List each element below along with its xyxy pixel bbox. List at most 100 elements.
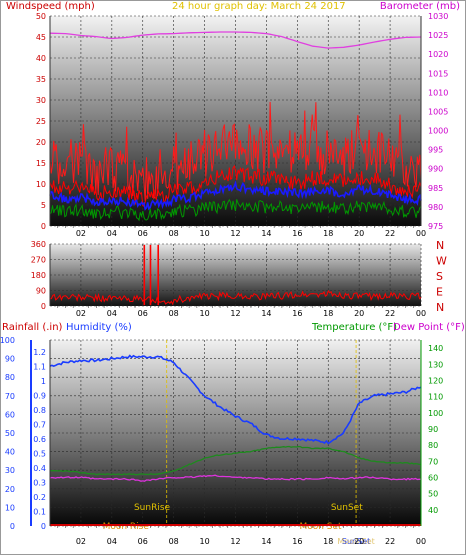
windspeed-line: [49, 164, 422, 207]
temperature-tick-label: 80: [428, 441, 438, 450]
temperature-tick-label: 110: [428, 393, 443, 402]
x-tick-label: 06: [138, 537, 148, 546]
temperature-axis-title: Temperature (°F): [311, 322, 397, 333]
humidity-tick-label: 50: [5, 429, 15, 438]
x-tick-label: 12: [230, 229, 240, 238]
graph-date-title: 24 hour graph day: March 24 2017: [172, 1, 346, 12]
x-tick-label: 10: [199, 537, 209, 546]
windspeed-axis-title: Windspeed (mph): [6, 1, 95, 12]
x-tick-label: 22: [385, 537, 395, 546]
sunset-label: SunSet: [331, 503, 363, 513]
x-tick-label: 02: [76, 229, 86, 238]
y2-tick-label: 1015: [428, 69, 448, 78]
x-tick-label: 00: [416, 229, 426, 238]
y-tick-label: 35: [36, 75, 46, 84]
rain-tick-label: 0.9: [33, 392, 46, 401]
y2-tick-label: 1025: [428, 31, 448, 40]
temperature-tick-label: 120: [428, 376, 443, 385]
barometer-axis-title: Barometer (mb): [380, 1, 460, 12]
x-tick-label: 06: [138, 229, 148, 238]
compass-label: W: [436, 255, 447, 268]
x-tick-label: 14: [261, 229, 271, 238]
y-tick-label: 360: [31, 240, 46, 249]
x-tick-label: 08: [169, 537, 179, 546]
y2-tick-label: 1030: [428, 12, 448, 21]
x-tick-label: 14: [261, 537, 271, 546]
direction-axes: 0 90 180 270 360 02 04 06 08 10 12 14 16 18 20 22 00: [31, 240, 426, 318]
x-tick-label: 08: [169, 309, 179, 318]
humidity-tick-label: 80: [5, 373, 15, 382]
x-tick-label: 16: [292, 309, 302, 318]
sunrise-label: SunRise: [134, 503, 171, 513]
y2-tick-label: 975: [428, 222, 443, 231]
dewpoint-line: [49, 474, 422, 482]
x-tick-label: 08: [169, 229, 179, 238]
y-tick-label: 90: [36, 287, 46, 296]
x-tick-label: 12: [230, 537, 240, 546]
rain-tick-label: 1.1: [33, 363, 46, 372]
x-tick-label: 00: [416, 537, 426, 546]
x-tick-label: 04: [107, 309, 117, 318]
wind-series: [49, 31, 422, 222]
humidity-tick-label: 100: [0, 336, 15, 345]
y-tick-label: 270: [31, 256, 46, 265]
humidity-tick-label: 70: [5, 392, 15, 401]
humidity-tick-label: 10: [5, 503, 15, 512]
temperature-tick-label: 90: [428, 425, 438, 434]
wind-average-line: [49, 180, 422, 211]
rain-tick-label: 0.3: [33, 479, 46, 488]
rain-tick-label: 0: [41, 522, 46, 531]
dewpoint-axis-title: Dew Point (°F): [393, 322, 465, 333]
rain-tick-label: 1: [41, 377, 46, 386]
x-tick-label: 16: [292, 537, 302, 546]
x-tick-label: 18: [323, 537, 333, 546]
rainfall-axis-title: Rainfall (.in): [2, 322, 63, 333]
y2-tick-label: 1010: [428, 88, 448, 97]
direction-series: [49, 244, 422, 306]
humidity-tick-label: 0: [10, 522, 15, 531]
humidity-tick-label: 30: [5, 466, 15, 475]
humidity-grid: [50, 339, 422, 527]
y-tick-label: 10: [36, 180, 46, 189]
y-tick-label: 30: [36, 96, 46, 105]
x-tick-label: 10: [199, 229, 209, 238]
humidity-tick-label: 90: [5, 355, 15, 364]
y2-tick-label: 995: [428, 146, 443, 155]
humidity-series: [49, 354, 422, 526]
rain-tick-label: 0.4: [33, 464, 46, 473]
moonrise-label: Moon Rise: [103, 522, 150, 532]
y-tick-label: 180: [31, 271, 46, 280]
temperature-tick-label: 100: [428, 409, 443, 418]
rain-tick-label: 0.1: [33, 508, 46, 517]
wind-direction-line: [49, 290, 422, 306]
rain-tick-label: 0.7: [33, 421, 46, 430]
humidity-tick-label: 60: [5, 410, 15, 419]
y2-tick-label: 1020: [428, 50, 448, 59]
humidity-line: [49, 354, 422, 445]
humidity-axis-title: Humidity (%): [66, 322, 132, 333]
compass-label: E: [436, 286, 443, 299]
x-tick-label: 18: [323, 229, 333, 238]
y-tick-label: 0: [41, 222, 46, 231]
y-tick-label: 45: [36, 33, 46, 42]
y-tick-label: 15: [36, 159, 46, 168]
rain-tick-label: 0.5: [33, 450, 46, 459]
temperature-tick-label: 50: [428, 490, 438, 499]
temperature-tick-label: 60: [428, 473, 438, 482]
y-tick-label: 50: [36, 12, 46, 21]
y2-tick-label: 980: [428, 203, 443, 212]
temperature-tick-label: 140: [428, 344, 443, 353]
compass-label: N: [436, 301, 444, 314]
y-tick-label: 40: [36, 54, 46, 63]
rain-tick-label: 1.2: [33, 348, 46, 357]
rain-tick-label: 0.6: [33, 435, 46, 444]
x-tick-label: 20: [354, 537, 364, 546]
y2-tick-label: 990: [428, 165, 443, 174]
x-tick-label: 04: [107, 537, 117, 546]
temperature-tick-label: 130: [428, 360, 443, 369]
x-tick-label: 06: [138, 309, 148, 318]
y-tick-label: 5: [41, 201, 46, 210]
